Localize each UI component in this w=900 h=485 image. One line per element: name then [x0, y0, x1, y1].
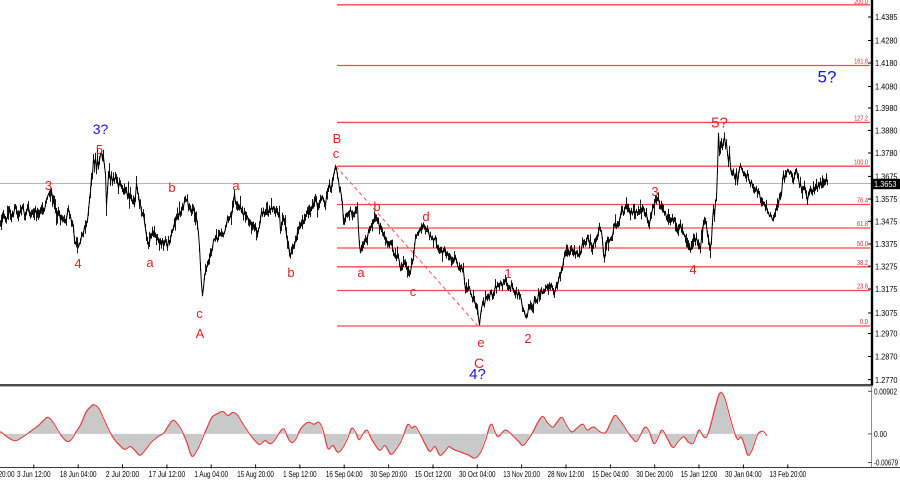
- svg-text:18 Jun 04:00: 18 Jun 04:00: [60, 470, 97, 479]
- svg-text:3 Jun 12:00: 3 Jun 12:00: [17, 470, 51, 479]
- svg-text:30 Dec 20:00: 30 Dec 20:00: [636, 470, 673, 479]
- svg-text:1.3275: 1.3275: [875, 262, 898, 271]
- svg-text:4: 4: [689, 262, 696, 277]
- svg-text:b: b: [287, 265, 294, 280]
- svg-text:200.0: 200.0: [854, 0, 868, 6]
- svg-text:0.0: 0.0: [860, 317, 868, 326]
- svg-text:100.0: 100.0: [854, 157, 868, 166]
- svg-text:1.3375: 1.3375: [875, 240, 898, 249]
- svg-text:A: A: [196, 326, 205, 341]
- svg-text:5?: 5?: [818, 68, 837, 87]
- svg-text:1.2770: 1.2770: [875, 376, 898, 385]
- svg-text:1.3075: 1.3075: [875, 309, 898, 318]
- svg-text:0.00902: 0.00902: [874, 388, 897, 397]
- svg-text:50.0: 50.0: [857, 239, 868, 248]
- svg-text:3?: 3?: [93, 121, 109, 137]
- svg-text:15 Oct 12:00: 15 Oct 12:00: [415, 470, 452, 479]
- svg-text:1.2870: 1.2870: [875, 353, 898, 362]
- svg-text:15 Aug 20:00: 15 Aug 20:00: [237, 470, 274, 479]
- svg-text:13 Nov 20:00: 13 Nov 20:00: [503, 470, 540, 479]
- svg-text:a: a: [232, 178, 240, 193]
- svg-text:5?: 5?: [711, 115, 728, 132]
- svg-text:4?: 4?: [469, 366, 486, 383]
- svg-text:28 Nov 12:00: 28 Nov 12:00: [548, 470, 585, 479]
- svg-text:38.2: 38.2: [857, 258, 868, 267]
- svg-text:16 Sep 04:00: 16 Sep 04:00: [326, 470, 363, 479]
- svg-text:5: 5: [96, 142, 103, 157]
- svg-text:17 Jul 12:00: 17 Jul 12:00: [149, 470, 186, 479]
- svg-text:0.00: 0.00: [874, 430, 887, 439]
- svg-text:30 Oct 04:00: 30 Oct 04:00: [459, 470, 496, 479]
- svg-text:d: d: [422, 209, 429, 224]
- svg-text:1.3175: 1.3175: [875, 285, 898, 294]
- svg-text:15 Dec 04:00: 15 Dec 04:00: [592, 470, 629, 479]
- svg-text:1.3653: 1.3653: [874, 180, 897, 189]
- svg-text:a: a: [357, 265, 365, 280]
- svg-text:1.3880: 1.3880: [875, 127, 898, 136]
- svg-text:1.3475: 1.3475: [875, 218, 898, 227]
- svg-text:76.4: 76.4: [857, 196, 868, 205]
- svg-text:4: 4: [74, 256, 81, 271]
- svg-text:1.3780: 1.3780: [875, 149, 898, 158]
- svg-text:3: 3: [651, 184, 658, 199]
- svg-text:23.6: 23.6: [857, 282, 868, 291]
- svg-text:1.4385: 1.4385: [875, 13, 898, 22]
- svg-text:1 Aug 04:00: 1 Aug 04:00: [194, 470, 228, 479]
- svg-text:127.2: 127.2: [854, 114, 868, 123]
- svg-text:1 Sep 12:00: 1 Sep 12:00: [283, 470, 317, 479]
- svg-text:1.2970: 1.2970: [875, 330, 898, 339]
- svg-text:30 Jan 04:00: 30 Jan 04:00: [725, 470, 762, 479]
- svg-text:13 Feb 20:00: 13 Feb 20:00: [770, 470, 807, 479]
- svg-text:1: 1: [504, 266, 511, 281]
- svg-text:c: c: [333, 146, 340, 161]
- svg-text:1.4280: 1.4280: [875, 37, 898, 46]
- svg-text:b: b: [168, 180, 175, 195]
- svg-text:e: e: [477, 335, 484, 350]
- svg-text:1.3675: 1.3675: [875, 173, 898, 182]
- svg-text:b: b: [373, 199, 380, 214]
- svg-text:1.3980: 1.3980: [875, 104, 898, 113]
- svg-text:2 Jul 20:00: 2 Jul 20:00: [106, 470, 140, 479]
- svg-text:C: C: [474, 355, 484, 371]
- svg-text:-0.00679: -0.00679: [874, 459, 898, 468]
- svg-text:61.8: 61.8: [857, 219, 868, 228]
- svg-text:2: 2: [524, 331, 531, 346]
- svg-text:1.4180: 1.4180: [875, 59, 898, 68]
- svg-text:161.8: 161.8: [854, 57, 868, 66]
- svg-text:15 Jan 12:00: 15 Jan 12:00: [681, 470, 718, 479]
- svg-text:c: c: [196, 306, 203, 321]
- svg-text:c: c: [410, 284, 417, 299]
- svg-text:1.3575: 1.3575: [875, 195, 898, 204]
- svg-text:30 Sep 20:00: 30 Sep 20:00: [370, 470, 407, 479]
- svg-text:3: 3: [45, 178, 52, 193]
- svg-text:B: B: [333, 131, 342, 146]
- svg-text:1.4080: 1.4080: [875, 83, 898, 92]
- svg-text:a: a: [146, 255, 154, 270]
- svg-text:20:00: 20:00: [0, 470, 15, 479]
